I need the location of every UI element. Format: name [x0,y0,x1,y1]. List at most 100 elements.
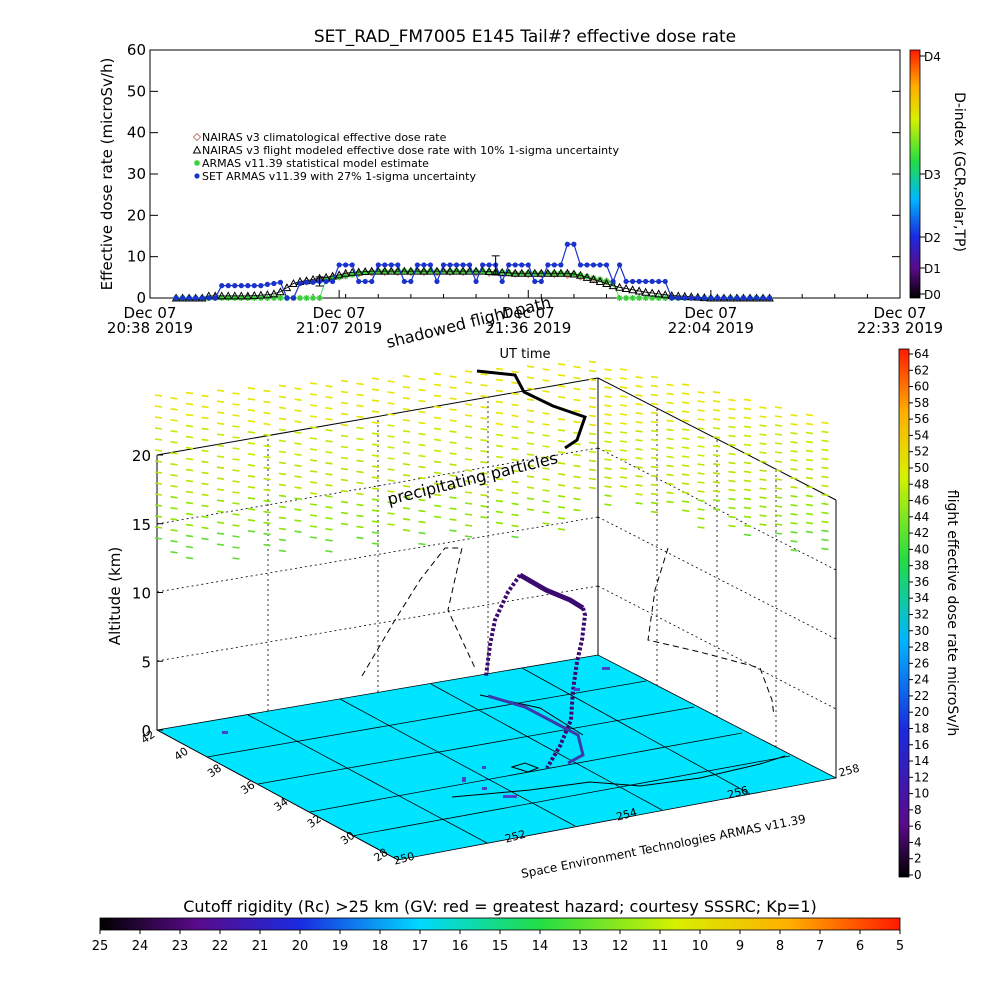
data-point [656,278,662,285]
dose-tick-label: 60 [914,380,929,394]
flight-track-ground [487,694,585,765]
data-point [388,262,394,268]
rigidity-tick-label: 17 [412,939,429,954]
dose-tick-label: 14 [914,754,929,768]
data-point [251,295,258,301]
error-bar [491,255,500,275]
x-tick-date: Dec 07 [684,304,737,322]
data-point [654,289,664,298]
data-point [714,295,720,301]
rigidity-tick-label: 15 [492,939,509,954]
rigidity-tick-label: 16 [452,939,469,954]
data-point [669,295,675,301]
data-point [256,290,266,299]
data-point [582,272,592,281]
data-point [303,295,310,301]
rigidity-tick-label: 20 [292,939,309,954]
data-point [649,278,655,285]
data-point [193,295,199,301]
data-point [695,295,701,301]
y-tick-label: 60 [127,41,146,59]
x-tick-time: 21:36 2019 [485,319,571,337]
data-point [577,262,584,268]
altitude-tick-label: 15 [132,516,151,534]
data-point [316,295,323,301]
data-point [616,262,623,268]
data-point [589,274,598,283]
data-point [525,262,531,268]
y-tick-label: 20 [127,206,146,224]
data-point [636,295,643,301]
rigidity-tick-label: 19 [332,939,349,954]
dose-tick-label: 0 [914,868,922,882]
data-point [740,295,747,301]
rigidity-tick-label: 14 [532,939,549,954]
data-point [447,262,453,268]
data-point [602,277,611,286]
y-axis-label: Effective dose rate (microSv/h) [98,58,116,291]
dose-tick-label: 42 [914,526,929,540]
flight-track-cruise [518,572,585,611]
data-point [356,278,362,285]
data-point [206,295,212,301]
data-point [647,288,657,297]
data-point [629,295,636,301]
altitude-tick-label: 5 [141,653,151,671]
data-point [610,278,616,285]
d-index-ticks: D0 D1 D2 D3 D4 [920,50,941,302]
error-bar [315,276,324,287]
data-point [414,262,420,268]
data-point [708,295,714,301]
dose-tick-label: 38 [914,559,929,573]
legend-label: NAIRAS v3 flight modeled effective dose … [202,144,619,157]
rigidity-tick-label: 22 [212,939,229,954]
dose-tick-label: 52 [914,445,929,459]
rigidity-tick-label: 8 [776,939,784,954]
data-point [180,295,186,301]
data-point [369,278,375,285]
data-point [303,279,310,285]
rigidity-tick-label: 10 [692,939,709,954]
legend-label: SET ARMAS v11.39 with 27% 1-sigma uncert… [202,170,476,183]
x-tick-time: 22:04 2019 [668,319,754,337]
data-point [362,278,368,285]
chart-title: SET_RAD_FM7005 E145 Tail#? effective dos… [314,27,736,47]
data-point [297,280,303,287]
data-point [349,271,356,278]
rigidity-tick-label: 7 [816,939,824,954]
rigidity-tick-label: 24 [132,939,149,954]
altitude-tick-label: 10 [132,585,151,603]
data-point [480,262,486,268]
altitude-label: Altitude (km) [106,547,124,645]
data-point [497,267,507,276]
rigidity-tick-label: 6 [856,939,864,954]
rigidity-tick-label: 13 [572,939,589,954]
legend-marker [194,173,200,179]
data-point [590,262,597,268]
dose-tick-label: 18 [914,721,929,735]
longitude-tick-label: 254 [615,806,639,824]
x-tick-time: 20:38 2019 [107,319,193,337]
data-point [536,268,546,277]
data-point [432,266,442,275]
longitude-tick-label: 258 [837,762,861,780]
dose-tick-label: 50 [914,461,929,475]
data-point [641,287,650,296]
data-point [519,262,525,268]
longitude-ticks: 250 252 254 256 258 [392,762,861,868]
dose-tick-label: 8 [914,803,922,817]
data-point [660,290,670,299]
dose-tick-label: 48 [914,477,929,491]
data-point [284,295,290,301]
d-index-label: D-index (GCR,solar,TP) [951,92,967,252]
data-point [341,268,350,277]
data-point [642,295,649,301]
data-point [511,269,520,278]
data-point [408,278,414,285]
dose-tick-label: 40 [914,542,929,556]
dose-tick-label: 34 [914,591,929,605]
data-point [419,266,429,275]
data-point [602,278,611,288]
legend-marker [192,132,202,142]
